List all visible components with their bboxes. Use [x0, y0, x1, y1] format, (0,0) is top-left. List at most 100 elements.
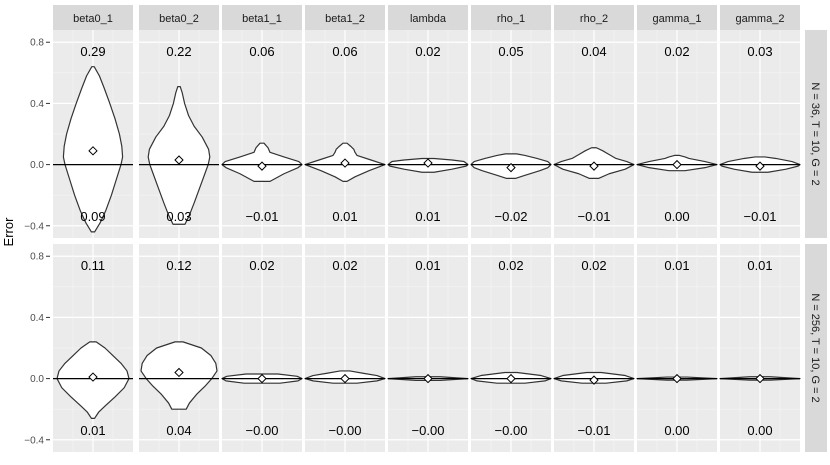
- panel-gamma_2-row1: 0.03 −0.01: [719, 30, 801, 238]
- top-value-label-gamma_2: 0.03: [747, 44, 772, 59]
- column-strip-beta0_2: [139, 5, 219, 30]
- panel-lambda-row1: 0.02 0.01: [387, 30, 469, 238]
- top-value-label-beta0_1: 0.11: [81, 258, 105, 273]
- top-value-label-rho_1: 0.02: [498, 258, 523, 273]
- bottom-value-label-beta0_2: 0.03: [166, 209, 191, 224]
- column-strip-label-beta0_1: beta0_1: [73, 13, 113, 25]
- y-axis-title: Error: [1, 217, 16, 247]
- panel-beta1_2-row2: 0.02 −0.00: [304, 244, 386, 452]
- column-strip-beta0_1: [53, 5, 133, 30]
- bottom-value-label-gamma_2: 0.00: [747, 423, 772, 438]
- bottom-value-label-rho_2: −0.01: [578, 209, 611, 224]
- y-tick-label: 0.8: [30, 252, 44, 263]
- y-tick-label: −0.4: [24, 435, 44, 446]
- panel-beta0_1-row2: 0.11 0.01: [53, 244, 133, 452]
- bottom-value-label-beta0_2: 0.04: [166, 423, 191, 438]
- panel-rho_1-row2: 0.02 −0.00: [470, 244, 552, 452]
- mean-marker-beta1_1: [257, 373, 267, 384]
- top-value-label-rho_2: 0.04: [581, 44, 606, 59]
- bottom-value-label-rho_1: −0.02: [495, 209, 528, 224]
- column-strip-gamma_2: [720, 5, 800, 30]
- column-strip-label-beta1_2: beta1_2: [325, 13, 365, 25]
- top-value-label-beta1_1: 0.02: [249, 258, 274, 273]
- bottom-value-label-beta0_1: 0.09: [80, 209, 105, 224]
- bottom-value-label-beta0_1: 0.01: [80, 423, 105, 438]
- bottom-value-label-gamma_1: 0.00: [664, 423, 689, 438]
- panel-beta0_2-row2: 0.12 0.04: [139, 244, 219, 452]
- panel-beta1_1-row1: 0.06 −0.01: [221, 30, 303, 238]
- top-value-label-gamma_2: 0.01: [747, 258, 772, 273]
- column-strip-label-rho_2: rho_2: [580, 13, 608, 25]
- panel-rho_2-row2: 0.02 −0.01: [553, 244, 635, 452]
- top-value-label-beta0_2: 0.12: [166, 258, 191, 273]
- bottom-value-label-rho_2: −0.01: [578, 423, 611, 438]
- mean-marker-rho_2: [589, 161, 599, 171]
- top-value-label-beta0_1: 0.29: [80, 44, 105, 59]
- bottom-value-label-beta1_1: −0.01: [246, 209, 279, 224]
- mean-marker-beta0_2: [174, 367, 184, 378]
- top-value-label-beta1_1: 0.06: [249, 44, 274, 59]
- mean-marker-beta1_2: [340, 158, 350, 168]
- top-value-label-lambda: 0.01: [415, 258, 440, 273]
- panel-gamma_1-row2: 0.01 0.00: [636, 244, 718, 452]
- mean-marker-rho_1: [506, 162, 516, 173]
- column-strip-beta1_2: [305, 5, 385, 30]
- y-tick-label: 0.0: [30, 160, 44, 171]
- column-strip-label-beta0_2: beta0_2: [159, 13, 199, 25]
- top-value-label-beta1_2: 0.06: [332, 44, 357, 59]
- panel-beta1_2-row1: 0.06 0.01: [304, 30, 386, 238]
- mean-marker-beta1_2: [340, 373, 350, 384]
- bottom-value-label-lambda: −0.00: [412, 423, 445, 438]
- panel-beta1_1-row2: 0.02 −0.00: [221, 244, 303, 452]
- row-strip-label-2: N = 256, T = 10, G = 2: [809, 293, 821, 402]
- bottom-value-label-lambda: 0.01: [415, 209, 440, 224]
- y-tick-label: 0.0: [30, 374, 44, 385]
- column-strip-gamma_1: [637, 5, 717, 30]
- mean-marker-gamma_1: [672, 159, 682, 170]
- column-strip-label-rho_1: rho_1: [497, 13, 525, 25]
- column-strip-beta1_1: [222, 5, 302, 30]
- bottom-value-label-gamma_2: −0.01: [744, 209, 777, 224]
- top-value-label-rho_1: 0.05: [498, 44, 523, 59]
- panel-rho_2-row1: 0.04 −0.01: [553, 30, 635, 238]
- bottom-value-label-beta1_2: −0.00: [329, 423, 362, 438]
- column-strip-label-gamma_2: gamma_2: [736, 13, 785, 25]
- column-strip-rho_1: [471, 5, 551, 30]
- column-strip-label-lambda: lambda: [410, 13, 447, 25]
- mean-marker-beta1_1: [257, 161, 267, 171]
- y-tick-label: 0.4: [30, 313, 44, 324]
- top-value-label-beta1_2: 0.02: [332, 258, 357, 273]
- panel-beta0_1-row1: 0.29 0.09: [53, 30, 133, 238]
- row-strip-2: [805, 244, 827, 452]
- panel-beta0_2-row1: 0.22 0.03: [139, 30, 219, 238]
- y-tick-label: 0.8: [30, 38, 44, 49]
- column-strip-label-beta1_1: beta1_1: [242, 13, 282, 25]
- mean-marker-gamma_2: [755, 373, 765, 384]
- panel-gamma_2-row2: 0.01 0.00: [719, 244, 801, 452]
- column-strip-lambda: [388, 5, 468, 30]
- top-value-label-gamma_1: 0.02: [664, 44, 689, 59]
- row-strip-label-1: N = 36, T = 10, G = 2: [809, 82, 821, 185]
- top-value-label-gamma_1: 0.01: [664, 258, 689, 273]
- row-strip-1: [805, 30, 827, 238]
- panel-lambda-row2: 0.01 −0.00: [387, 244, 469, 452]
- bottom-value-label-rho_1: −0.00: [495, 423, 528, 438]
- mean-marker-rho_1: [506, 373, 516, 384]
- mean-marker-beta0_1: [88, 372, 98, 382]
- mean-marker-beta0_2: [174, 155, 184, 165]
- y-tick-label: −0.4: [24, 221, 44, 232]
- bottom-value-label-beta1_2: 0.01: [332, 209, 357, 224]
- column-strip-label-gamma_1: gamma_1: [653, 13, 702, 25]
- bottom-value-label-gamma_1: 0.00: [664, 209, 689, 224]
- bottom-value-label-beta1_1: −0.00: [246, 423, 279, 438]
- mean-marker-gamma_2: [755, 161, 765, 171]
- top-value-label-rho_2: 0.02: [581, 258, 606, 273]
- mean-marker-lambda: [423, 158, 433, 168]
- top-value-label-beta0_2: 0.22: [166, 44, 191, 59]
- mean-marker-rho_2: [589, 375, 599, 385]
- y-tick-label: 0.4: [30, 99, 44, 110]
- top-value-label-lambda: 0.02: [415, 44, 440, 59]
- panel-rho_1-row1: 0.05 −0.02: [470, 30, 552, 238]
- mean-marker-lambda: [423, 373, 433, 384]
